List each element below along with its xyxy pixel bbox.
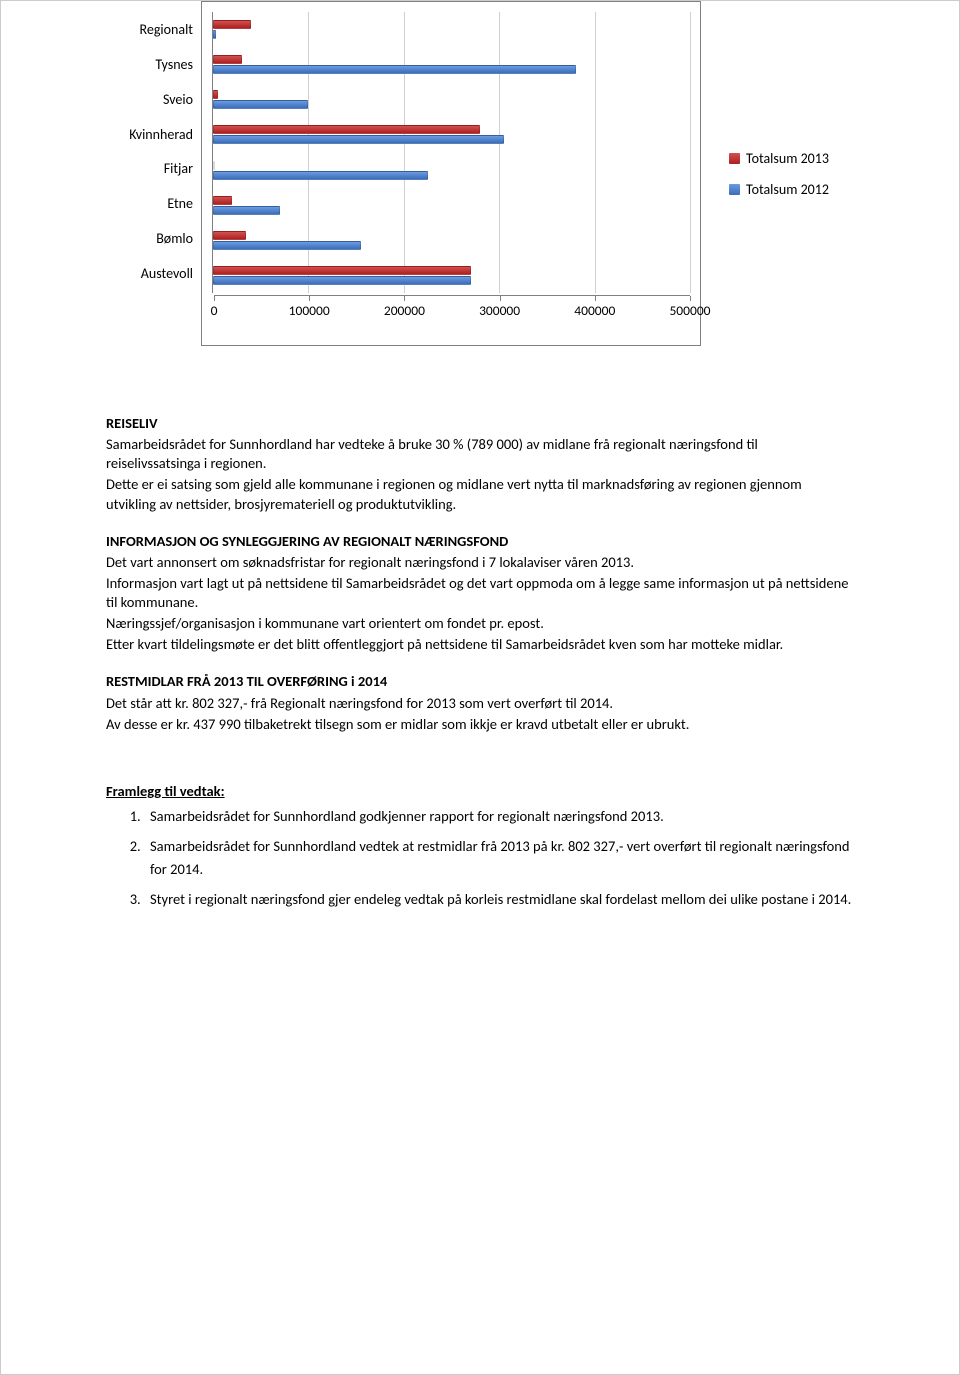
chart-y-labels: Regionalt Tysnes Sveio Kvinnherad Fitjar… — [106, 1, 201, 346]
bar-group — [213, 123, 690, 147]
xlabel: 200000 — [384, 302, 425, 319]
bar-2013 — [213, 90, 218, 99]
xlabel: 500000 — [669, 302, 710, 319]
xtick — [309, 296, 310, 301]
paragraph: Det står att kr. 802 327,- frå Regionalt… — [106, 694, 854, 713]
xlabel: 100000 — [289, 302, 330, 319]
chart-xaxis-row: 0100000200000300000400000500000 — [202, 295, 700, 345]
list-item: Samarbeidsrådet for Sunnhordland godkjen… — [144, 805, 854, 827]
xtick — [214, 296, 215, 301]
chart-container: Regionalt Tysnes Sveio Kvinnherad Fitjar… — [106, 1, 854, 346]
legend-label: Totalsum 2012 — [746, 181, 829, 198]
legend-label: Totalsum 2013 — [746, 150, 829, 167]
bar-2012 — [213, 135, 504, 144]
legend-swatch-icon — [729, 153, 740, 164]
legend-swatch-icon — [729, 184, 740, 195]
bar-2013 — [213, 266, 471, 275]
list-item: Styret i regionalt næringsfond gjer ende… — [144, 888, 854, 910]
bar-2013 — [213, 231, 246, 240]
chart-legend: Totalsum 2013 Totalsum 2012 — [701, 1, 829, 346]
heading-vedtak: Framlegg til vedtak: — [106, 782, 225, 801]
bar-2012 — [213, 30, 216, 39]
xlabel: 400000 — [574, 302, 615, 319]
bar-2012 — [213, 276, 471, 285]
paragraph: Dette er ei satsing som gjeld alle kommu… — [106, 475, 854, 513]
section-reiseliv: REISELIV Samarbeidsrådet for Sunnhordlan… — [106, 414, 854, 514]
xlabel: 300000 — [479, 302, 520, 319]
ylabel: Fitjar — [164, 162, 193, 176]
bar-group — [213, 53, 690, 77]
legend-item-2013: Totalsum 2013 — [729, 150, 829, 167]
bar-2013 — [213, 20, 251, 29]
bar-2012 — [213, 65, 576, 74]
paragraph: Det vart annonsert om søknadsfristar for… — [106, 553, 854, 572]
bar-2012 — [213, 100, 308, 109]
xtick — [404, 296, 405, 301]
bar-group — [213, 228, 690, 252]
gridline — [690, 12, 691, 293]
document-page: Regionalt Tysnes Sveio Kvinnherad Fitjar… — [0, 0, 960, 1375]
paragraph: Av desse er kr. 437 990 tilbaketrekt til… — [106, 715, 854, 734]
paragraph: Etter kvart tildelingsmøte er det blitt … — [106, 635, 854, 654]
chart-plot-box: 0100000200000300000400000500000 — [201, 1, 701, 346]
paragraph: Næringssjef/organisasjon i kommunane var… — [106, 614, 854, 633]
heading-reiseliv: REISELIV — [106, 414, 854, 433]
xlabel: 0 — [211, 302, 218, 319]
xtick — [500, 296, 501, 301]
ylabel: Bømlo — [156, 232, 193, 246]
ylabel: Austevoll — [141, 267, 193, 281]
xtick — [690, 296, 691, 301]
legend-item-2012: Totalsum 2012 — [729, 181, 829, 198]
paragraph: Samarbeidsrådet for Sunnhordland har ved… — [106, 435, 854, 473]
bar-group — [213, 18, 690, 42]
vedtak-list: Samarbeidsrådet for Sunnhordland godkjen… — [106, 805, 854, 911]
section-informasjon: INFORMASJON OG SYNLEGGJERING AV REGIONAL… — [106, 532, 854, 655]
section-vedtak: Framlegg til vedtak: Samarbeidsrådet for… — [106, 764, 854, 911]
bar-2012 — [213, 241, 361, 250]
xtick — [595, 296, 596, 301]
bar-2013 — [213, 196, 232, 205]
bar-group — [213, 193, 690, 217]
heading-restmidlar: RESTMIDLAR FRÅ 2013 TIL OVERFØRING i 201… — [106, 672, 854, 691]
bar-2013 — [213, 161, 215, 170]
ylabel: Kvinnherad — [129, 128, 193, 142]
bar-2012 — [213, 206, 280, 215]
section-restmidlar: RESTMIDLAR FRÅ 2013 TIL OVERFØRING i 201… — [106, 672, 854, 733]
chart-plot-outer — [202, 2, 700, 295]
paragraph: Informasjon vart lagt ut på nettsidene t… — [106, 574, 854, 612]
heading-informasjon: INFORMASJON OG SYNLEGGJERING AV REGIONAL… — [106, 532, 854, 551]
bar-2013 — [213, 125, 480, 134]
bar-group — [213, 88, 690, 112]
chart-bars — [213, 12, 690, 293]
chart-plot — [213, 12, 690, 293]
bar-group — [213, 263, 690, 287]
ylabel: Etne — [167, 197, 193, 211]
bar-2013 — [213, 55, 242, 64]
ylabel: Tysnes — [155, 58, 193, 72]
list-item: Samarbeidsrådet for Sunnhordland vedtek … — [144, 835, 854, 880]
chart-xaxis: 0100000200000300000400000500000 — [214, 295, 690, 333]
bar-2012 — [213, 171, 428, 180]
ylabel: Regionalt — [140, 23, 193, 37]
bar-group — [213, 158, 690, 182]
ylabel: Sveio — [163, 93, 193, 107]
document-body: REISELIV Samarbeidsrådet for Sunnhordlan… — [106, 414, 854, 911]
